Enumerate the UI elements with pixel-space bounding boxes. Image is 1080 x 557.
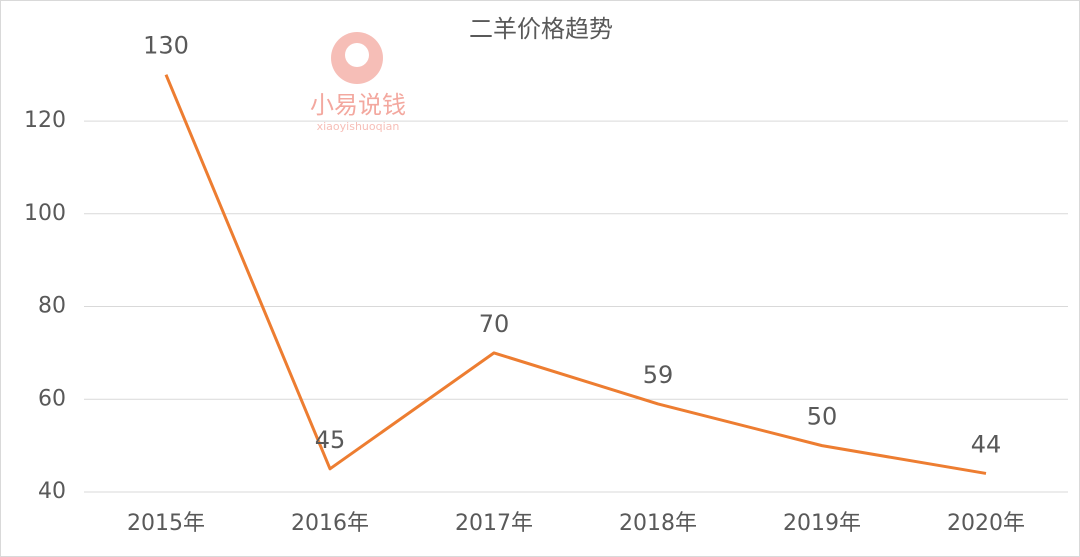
- x-tick-label: 2016年: [291, 511, 369, 536]
- watermark-logo-eye: [345, 43, 369, 67]
- data-label: 50: [807, 403, 838, 431]
- y-tick-label: 120: [24, 108, 66, 133]
- x-tick-label: 2018年: [619, 511, 697, 536]
- x-tick-label: 2020年: [947, 511, 1025, 536]
- data-label: 70: [479, 310, 510, 338]
- line: [164, 74, 987, 475]
- x-tick-label: 2015年: [127, 511, 205, 536]
- x-tick-label: 2019年: [783, 511, 861, 536]
- watermark-pinyin: xiaoyishuoqian: [317, 120, 400, 133]
- chart-title: 二羊价格趋势: [469, 15, 613, 43]
- watermark-text: 小易说钱: [310, 91, 406, 119]
- watermark: 小易说钱 xiaoyishuoqian: [310, 32, 406, 133]
- y-tick-label: 80: [38, 294, 66, 319]
- data-label: 59: [643, 361, 674, 389]
- data-label: 45: [315, 426, 346, 454]
- x-tick-label: 2017年: [455, 511, 533, 536]
- y-tick-label: 100: [24, 201, 66, 226]
- y-tick-label: 40: [38, 479, 66, 504]
- y-tick-label: 60: [38, 386, 66, 411]
- data-label: 130: [143, 32, 189, 60]
- data-label: 44: [971, 430, 1002, 458]
